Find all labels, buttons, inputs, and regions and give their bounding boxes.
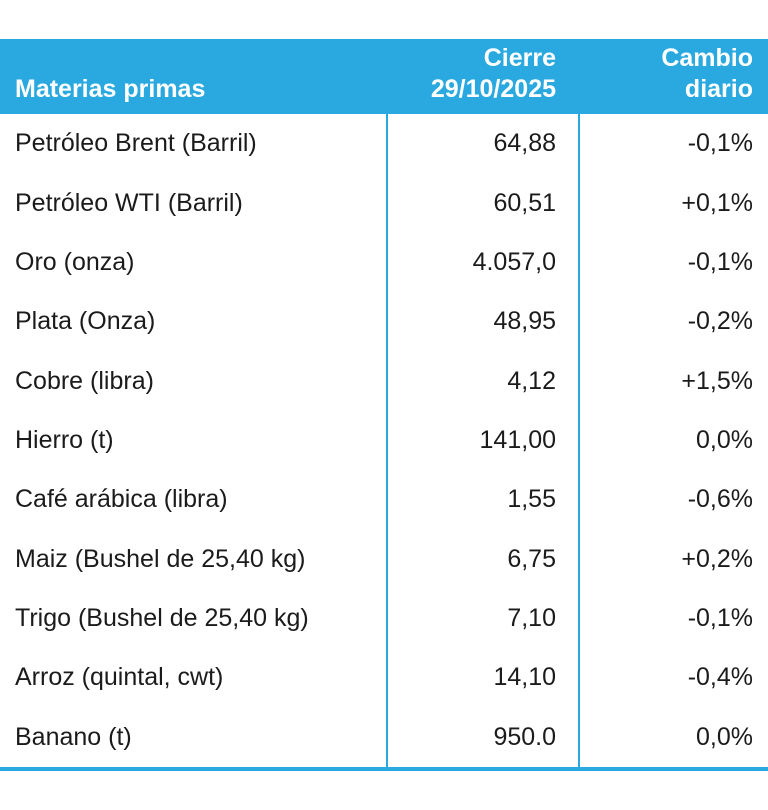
close-price-cell: 1,55 <box>386 470 578 530</box>
header-cambio-label: Cambio <box>661 44 753 72</box>
daily-change-cell: -0,6% <box>578 470 768 530</box>
close-price-cell: 7,10 <box>386 588 578 649</box>
close-price-cell: 60,51 <box>386 173 578 233</box>
daily-change-cell: -0,2% <box>578 292 768 352</box>
commodity-name-cell: Oro (onza) <box>15 247 135 276</box>
table-row: Trigo (Bushel de 25,40 kg) 7,10 -0,1% <box>0 588 768 649</box>
daily-change-cell: -0,1% <box>578 232 768 293</box>
close-price-cell: 950.0 <box>386 707 578 767</box>
daily-change-cell: -0,1% <box>578 114 768 174</box>
table-row: Cobre (libra) 4,12 +1,5% <box>0 351 768 411</box>
table-row: Petróleo Brent (Barril) 64,88 -0,1% <box>0 114 768 174</box>
close-price-cell: 4.057,0 <box>386 232 578 293</box>
commodity-name-cell: Cobre (libra) <box>15 366 154 395</box>
daily-change-cell: +0,1% <box>578 173 768 233</box>
close-price-cell: 141,00 <box>386 410 578 471</box>
close-price-cell: 4,12 <box>386 351 578 411</box>
commodity-name-cell: Trigo (Bushel de 25,40 kg) <box>15 604 309 633</box>
header-diario-label: diario <box>684 75 753 103</box>
header-materias-primas-label: Materias primas <box>15 75 206 103</box>
header-cierre-label: Cierre <box>483 44 556 72</box>
commodities-table: Materias primas Cierre 29/10/2025 Cambio… <box>0 39 768 771</box>
close-price-cell: 6,75 <box>386 529 578 589</box>
header-cambio-diario: Cambio diario <box>578 39 768 114</box>
commodity-name-cell: Banano (t) <box>15 722 132 751</box>
daily-change-cell: +1,5% <box>578 351 768 411</box>
daily-change-cell: 0,0% <box>578 410 768 471</box>
commodity-name-cell: Petróleo Brent (Barril) <box>15 129 257 158</box>
table-row: Oro (onza) 4.057,0 -0,1% <box>0 232 768 293</box>
commodity-name-cell: Arroz (quintal, cwt) <box>15 663 224 692</box>
header-materias-primas: Materias primas <box>0 39 386 114</box>
table-row: Café arábica (libra) 1,55 -0,6% <box>0 470 768 530</box>
daily-change-cell: +0,2% <box>578 529 768 589</box>
table-row: Arroz (quintal, cwt) 14,10 -0,4% <box>0 648 768 708</box>
close-price-cell: 64,88 <box>386 114 578 174</box>
table-header-row: Materias primas Cierre 29/10/2025 Cambio… <box>0 39 768 114</box>
commodity-name-cell: Plata (Onza) <box>15 307 156 336</box>
commodity-name-cell: Hierro (t) <box>15 425 114 454</box>
table-row: Hierro (t) 141,00 0,0% <box>0 410 768 471</box>
header-cierre: Cierre 29/10/2025 <box>386 39 578 114</box>
table-body: Petróleo Brent (Barril) 64,88 -0,1% Petr… <box>0 114 768 771</box>
daily-change-cell: 0,0% <box>578 707 768 767</box>
close-price-cell: 14,10 <box>386 648 578 708</box>
table-row: Plata (Onza) 48,95 -0,2% <box>0 292 768 352</box>
commodity-name-cell: Café arábica (libra) <box>15 485 228 514</box>
commodity-name-cell: Petróleo WTI (Barril) <box>15 188 243 217</box>
table-row: Maiz (Bushel de 25,40 kg) 6,75 +0,2% <box>0 529 768 589</box>
table-row: Petróleo WTI (Barril) 60,51 +0,1% <box>0 173 768 233</box>
table-row: Banano (t) 950.0 0,0% <box>0 707 768 767</box>
daily-change-cell: -0,4% <box>578 648 768 708</box>
close-price-cell: 48,95 <box>386 292 578 352</box>
daily-change-cell: -0,1% <box>578 588 768 649</box>
header-cierre-date: 29/10/2025 <box>430 75 556 103</box>
commodity-name-cell: Maiz (Bushel de 25,40 kg) <box>15 544 306 573</box>
